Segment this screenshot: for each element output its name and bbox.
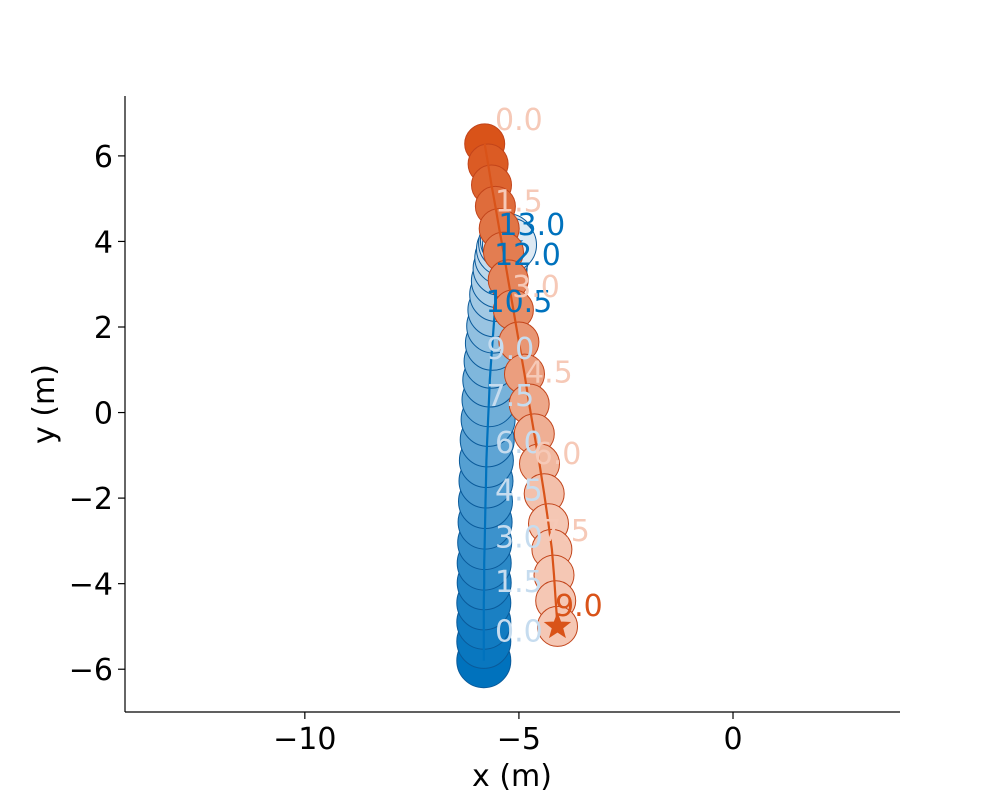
y-axis-label: y (m) bbox=[27, 364, 62, 444]
x-tick-label: 0 bbox=[723, 722, 742, 757]
trajectory-line bbox=[483, 143, 559, 627]
time-label: 7.5 bbox=[487, 379, 535, 414]
time-label: 9.0 bbox=[487, 332, 535, 367]
time-label: 0.0 bbox=[495, 103, 543, 138]
y-tick-label: 0 bbox=[94, 397, 113, 432]
time-label: 6.0 bbox=[534, 437, 582, 472]
time-label: 13.0 bbox=[498, 208, 565, 243]
time-labels-1: 0.01.53.04.56.07.59.0 bbox=[495, 103, 603, 624]
x-axis-label: x (m) bbox=[472, 759, 552, 794]
end-star-marker bbox=[543, 611, 572, 639]
y-tick-label: −6 bbox=[69, 653, 113, 688]
y-tick-label: −2 bbox=[69, 482, 113, 517]
x-tick-label: −10 bbox=[273, 722, 336, 757]
time-label: 10.5 bbox=[486, 285, 553, 320]
x-ticks: −10 −5 0 bbox=[273, 712, 743, 757]
time-label: 3.0 bbox=[512, 270, 560, 305]
y-tick-label: 6 bbox=[94, 140, 113, 175]
time-label: 6.0 bbox=[495, 426, 543, 461]
time-label: 0.0 bbox=[495, 614, 543, 649]
time-label: 1.5 bbox=[495, 185, 543, 220]
trajectory-series-1 bbox=[464, 123, 578, 647]
y-tick-label: −4 bbox=[69, 568, 113, 603]
time-label: 1.5 bbox=[495, 565, 543, 600]
time-labels-0: 0.0 1.5 3.0 4.5 6.0 7.5 9.0 10.5 12.013.0 bbox=[486, 208, 566, 649]
plot-area: 0.01.53.04.56.07.59.010.512.013.00.01.53… bbox=[456, 103, 603, 689]
x-tick-label: −5 bbox=[497, 722, 541, 757]
time-label: 4.5 bbox=[495, 473, 543, 508]
time-label: 12.0 bbox=[494, 238, 561, 273]
time-label: 9.0 bbox=[555, 589, 603, 624]
y-tick-label: 4 bbox=[94, 225, 113, 260]
axes: −10 −5 0 −6 −4 −2 0 2 4 6 x (m) y (m) bbox=[27, 96, 900, 794]
time-label: 4.5 bbox=[525, 356, 573, 391]
time-label: 3.0 bbox=[495, 520, 543, 555]
time-label: 7.5 bbox=[542, 514, 590, 549]
y-tick-label: 2 bbox=[94, 311, 113, 346]
y-ticks: −6 −4 −2 0 2 4 6 bbox=[69, 140, 125, 688]
